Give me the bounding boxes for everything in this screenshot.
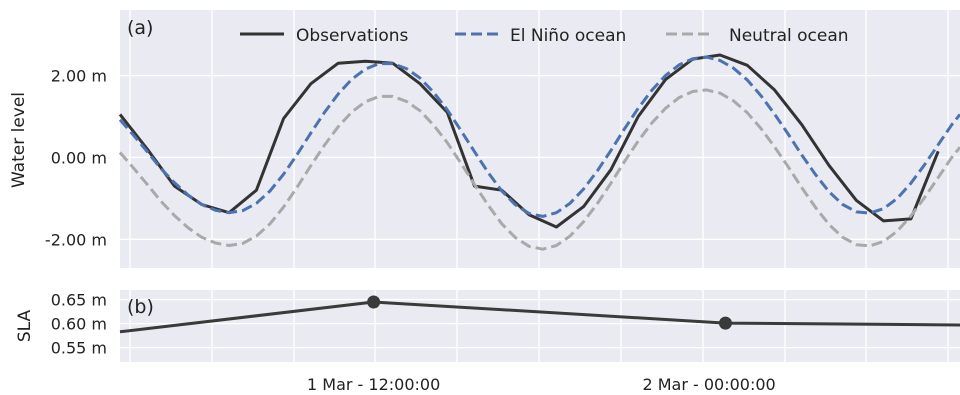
water-level-axis-title: Water level xyxy=(9,92,29,188)
water-level-plot-background xyxy=(120,10,960,268)
water-level-ytick-label-2: 2.00 m xyxy=(51,67,107,86)
sla-marker-1 xyxy=(367,295,381,309)
sla-series xyxy=(119,295,960,334)
sla-panel: 0.55 m 0.60 m 0.65 m (b) SLA xyxy=(15,290,960,362)
panel-label-b: (b) xyxy=(127,296,154,318)
sla-ytick-label-1: 0.60 m xyxy=(51,315,107,334)
sla-y-ticks: 0.55 m 0.60 m 0.65 m xyxy=(51,291,107,358)
water-level-series-line-1 xyxy=(118,55,960,218)
x-tick-label-0: 1 Mar - 12:00:00 xyxy=(307,375,440,394)
x-tick-labels: 1 Mar - 12:00:00 2 Mar - 00:00:00 xyxy=(307,375,776,394)
water-level-panel: -2.00 m 0.00 m 2.00 m (a) Water level Obse… xyxy=(9,10,960,268)
sla-plot-background xyxy=(120,290,960,362)
sla-axis-title: SLA xyxy=(15,309,35,342)
sla-ytick-label-0: 0.55 m xyxy=(51,339,107,358)
panel-label-a: (a) xyxy=(127,17,153,39)
water-level-y-ticks: -2.00 m 0.00 m 2.00 m xyxy=(45,67,107,250)
x-tick-label-1: 2 Mar - 00:00:00 xyxy=(642,375,775,394)
water-level-series-line-2 xyxy=(118,88,960,251)
water-level-gridlines xyxy=(120,10,960,268)
water-level-ytick-label-1: 0.00 m xyxy=(51,148,107,167)
legend: Observations El Niño ocean Neutral ocean xyxy=(240,26,849,46)
legend-label-neutral: Neutral ocean xyxy=(729,26,849,46)
sla-series-line-0 xyxy=(119,300,960,334)
sla-ytick-label-2: 0.65 m xyxy=(51,291,107,310)
legend-label-el-nino: El Niño ocean xyxy=(510,26,626,46)
legend-label-observations: Observations xyxy=(296,26,409,46)
water-level-ytick-label-0: -2.00 m xyxy=(45,230,107,249)
water-level-series xyxy=(118,53,960,251)
sla-marker-2 xyxy=(718,316,732,330)
